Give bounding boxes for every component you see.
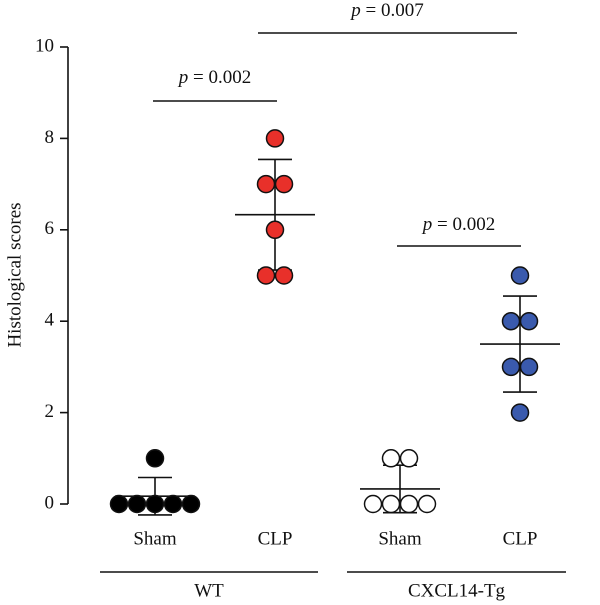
x-tick-label: CLP	[503, 528, 538, 549]
p-value-label: p = 0.002	[421, 214, 495, 235]
data-point	[519, 311, 539, 331]
data-point	[399, 494, 419, 514]
data-point	[265, 220, 285, 240]
x-tick-label: CLP	[258, 528, 293, 549]
data-point	[265, 129, 285, 148]
data-point	[145, 494, 165, 514]
p-value-label: p = 0.002	[177, 67, 251, 88]
data-point	[501, 357, 521, 377]
data-point	[256, 266, 276, 285]
data-point	[510, 403, 530, 422]
data-point	[381, 494, 401, 514]
y-tick-label: 10	[35, 35, 54, 56]
data-point	[363, 494, 383, 514]
data-point	[181, 494, 201, 514]
y-tick-label: 8	[45, 127, 55, 148]
p-value-label: p = 0.007	[349, 0, 423, 21]
y-tick-label: 2	[45, 401, 55, 422]
data-point	[109, 494, 129, 514]
data-point	[256, 174, 276, 194]
data-point	[145, 449, 165, 468]
data-point	[519, 357, 539, 377]
group-label: WT	[194, 580, 224, 601]
data-point	[274, 266, 294, 285]
y-axis-label: Histological scores	[4, 202, 25, 347]
data-point	[274, 174, 294, 194]
y-tick-label: 0	[45, 492, 55, 513]
data-point	[510, 266, 530, 285]
y-tick-label: 6	[45, 218, 55, 239]
data-point	[417, 494, 437, 514]
data-point	[127, 494, 147, 514]
group-label: CXCL14-Tg	[408, 580, 506, 601]
data-point	[501, 311, 521, 331]
data-point	[381, 449, 401, 468]
data-point	[399, 449, 419, 468]
x-tick-label: Sham	[378, 528, 422, 549]
y-tick-label: 4	[45, 310, 55, 331]
x-tick-label: Sham	[133, 528, 177, 549]
data-point	[163, 494, 183, 514]
